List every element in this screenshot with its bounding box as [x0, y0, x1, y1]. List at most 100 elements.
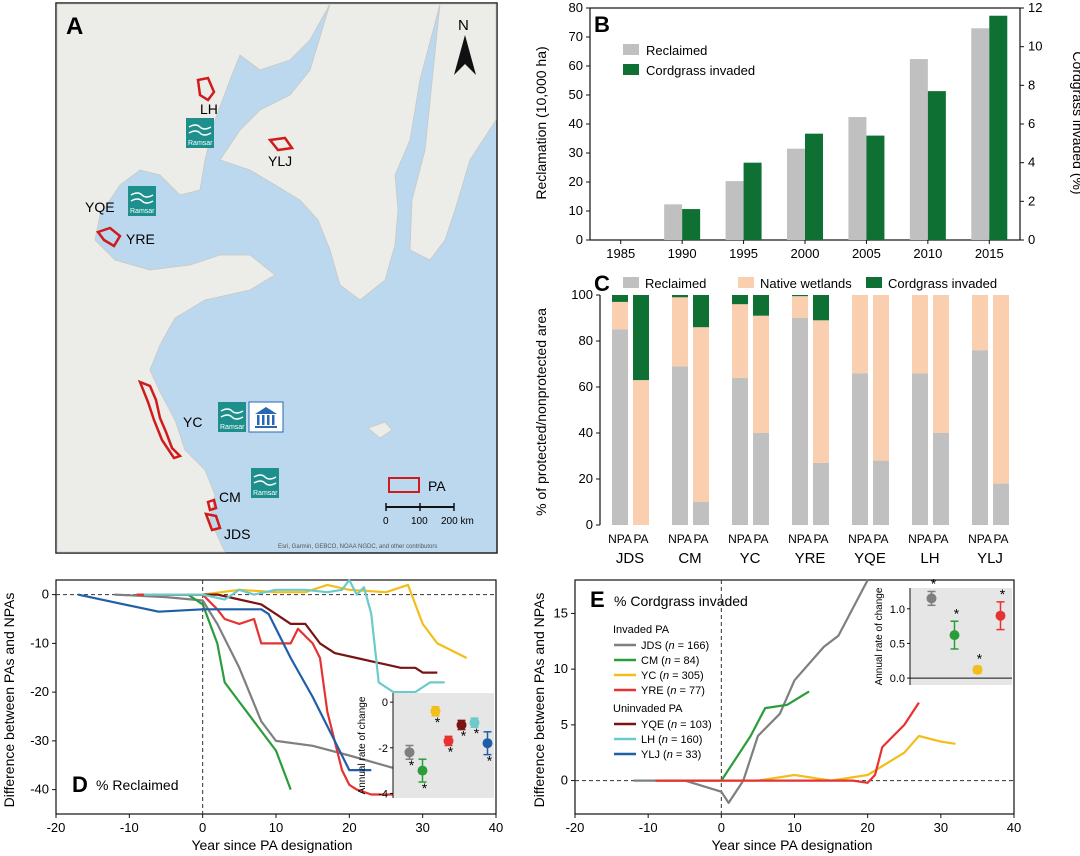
panel-label-b: B: [594, 12, 610, 37]
map-site-label: YQE: [85, 199, 115, 215]
y-tick-label: 50: [569, 87, 583, 102]
map-site-label: JDS: [224, 526, 250, 542]
map-island-jeju: [367, 421, 393, 439]
bar-native: [693, 327, 709, 502]
bar-reclaimed: [787, 148, 805, 240]
inset-point-ylj: [482, 738, 493, 749]
y2-tick-label: 4: [1028, 155, 1035, 170]
bar-cordgrass: [866, 135, 885, 240]
e-legend: Invaded PA JDS (n = 166) CM (n = 84) YC (n …: [613, 624, 712, 761]
bar-reclaimed: [912, 373, 928, 525]
legend-label-reclaimed: Reclaimed: [646, 43, 707, 58]
e-ylabel: Difference between PAs and NPAs: [531, 593, 547, 808]
svg-text:Ramsar: Ramsar: [220, 424, 245, 431]
x-tick-label: 1985: [606, 246, 635, 261]
bar-reclaimed: [933, 433, 949, 525]
north-arrow-icon: [454, 35, 476, 75]
bar-native: [993, 295, 1009, 484]
y-tick-label: 70: [569, 29, 583, 44]
group-label: YRE: [795, 550, 826, 567]
bar-reclaimed: [852, 373, 868, 525]
panel-d-chart: -20 -10 0 10 20 30 400-10-20-30-40 -4-20***** **…: [1, 578, 503, 853]
inset-point-yc: [430, 706, 441, 717]
unesco-logo: [248, 401, 284, 433]
bar-label: PA: [873, 532, 888, 546]
ramsar-logo: Ramsar: [128, 186, 156, 216]
pa-legend-swatch: [388, 477, 420, 493]
pa-outline-yc: [137, 379, 183, 460]
y2-tick-label: 0: [1028, 232, 1035, 247]
inset-point-jds: [404, 747, 415, 758]
y-tick-label: -40: [30, 782, 49, 797]
bar-label: NPA: [968, 532, 992, 546]
bar-reclaimed: [848, 117, 867, 240]
group-label: LH: [920, 550, 939, 567]
bar-reclaimed: [664, 204, 683, 240]
bar-cordgrass: [743, 162, 762, 240]
inset-significance: *: [487, 753, 493, 769]
y-tick-label: -20: [30, 684, 49, 699]
bar-cordgrass: [813, 295, 829, 321]
inset-significance: *: [474, 725, 480, 741]
bar-cordgrass: [989, 15, 1008, 240]
bar-reclaimed: [725, 181, 744, 240]
bar-reclaimed: [993, 483, 1009, 525]
group-label: JDS: [616, 550, 644, 567]
x-tick-label: 1990: [668, 246, 697, 261]
bar-native: [873, 295, 889, 461]
inset-point-cm: [949, 630, 960, 641]
y-tick-label: 60: [579, 379, 593, 394]
x-tick-label: 40: [489, 820, 503, 835]
x-tick-label: -20: [47, 820, 66, 835]
group-label: YQE: [854, 550, 886, 567]
series-line-jds: [114, 593, 408, 772]
x-tick-label: 20: [342, 820, 356, 835]
bar-label: NPA: [608, 532, 632, 546]
series-line-yre: [655, 701, 920, 784]
c-ylabel: % of protected/nonprotected area: [533, 308, 549, 516]
bar-label: NPA: [728, 532, 752, 546]
pa-outline-yre: [95, 226, 122, 248]
e-xlabel: Year since PA designation: [711, 837, 872, 853]
inset-y-tick-label: 0.5: [890, 638, 905, 650]
inset-point-yqe: [456, 719, 467, 730]
y-tick-label: 10: [569, 203, 583, 218]
legend-label-yqe: YQE (n = 103): [641, 719, 712, 731]
panel-label-d: D: [72, 772, 88, 797]
y-tick-label: 40: [569, 116, 583, 131]
panel-e-chart: -20 -10 0 10 20 30 40 0 5 10 15 0.0 0.5 1.0 * * * * Annual…: [531, 575, 1021, 853]
series-line-cm: [144, 593, 292, 790]
inset-background: [910, 588, 1012, 685]
bar-cordgrass: [612, 295, 628, 302]
y-tick-label: 0: [561, 773, 568, 788]
scale-label: 200 km: [441, 516, 474, 527]
series-line-jds: [633, 579, 869, 804]
bar-cordgrass: [927, 91, 946, 240]
bar-cordgrass: [693, 295, 709, 328]
x-tick-label: 2015: [975, 246, 1004, 261]
panel-a-map: LH YLJ YQE YRE YC CM JDS Ramsar Ramsar R…: [55, 2, 498, 554]
inset-significance: *: [422, 780, 428, 796]
pa-outline-jds: [204, 512, 222, 532]
bar-label: PA: [813, 532, 828, 546]
map-site-label: YC: [183, 414, 202, 430]
inset-point-yre: [995, 610, 1006, 621]
bar-label: PA: [753, 532, 768, 546]
y-tick-label: 80: [569, 0, 583, 15]
y-tick-label: 10: [554, 661, 568, 676]
bar-label: PA: [633, 532, 648, 546]
y2-tick-label: 6: [1028, 116, 1035, 131]
inset-point-cm: [417, 765, 428, 776]
bar-label: NPA: [668, 532, 692, 546]
b-ylabel: Reclamation (10,000 ha): [533, 46, 549, 199]
d-title: % Reclaimed: [96, 777, 178, 793]
inset-ylabel: Annual rate of change: [874, 587, 885, 685]
inset-point-jds: [926, 593, 937, 604]
y-tick-label: 0: [576, 232, 583, 247]
y-tick-label: 15: [554, 605, 568, 620]
y-tick-label: 100: [571, 287, 593, 302]
pa-outline-cm: [206, 498, 218, 512]
map-land-korea-east: [409, 3, 497, 261]
x-tick-label: 2000: [791, 246, 820, 261]
